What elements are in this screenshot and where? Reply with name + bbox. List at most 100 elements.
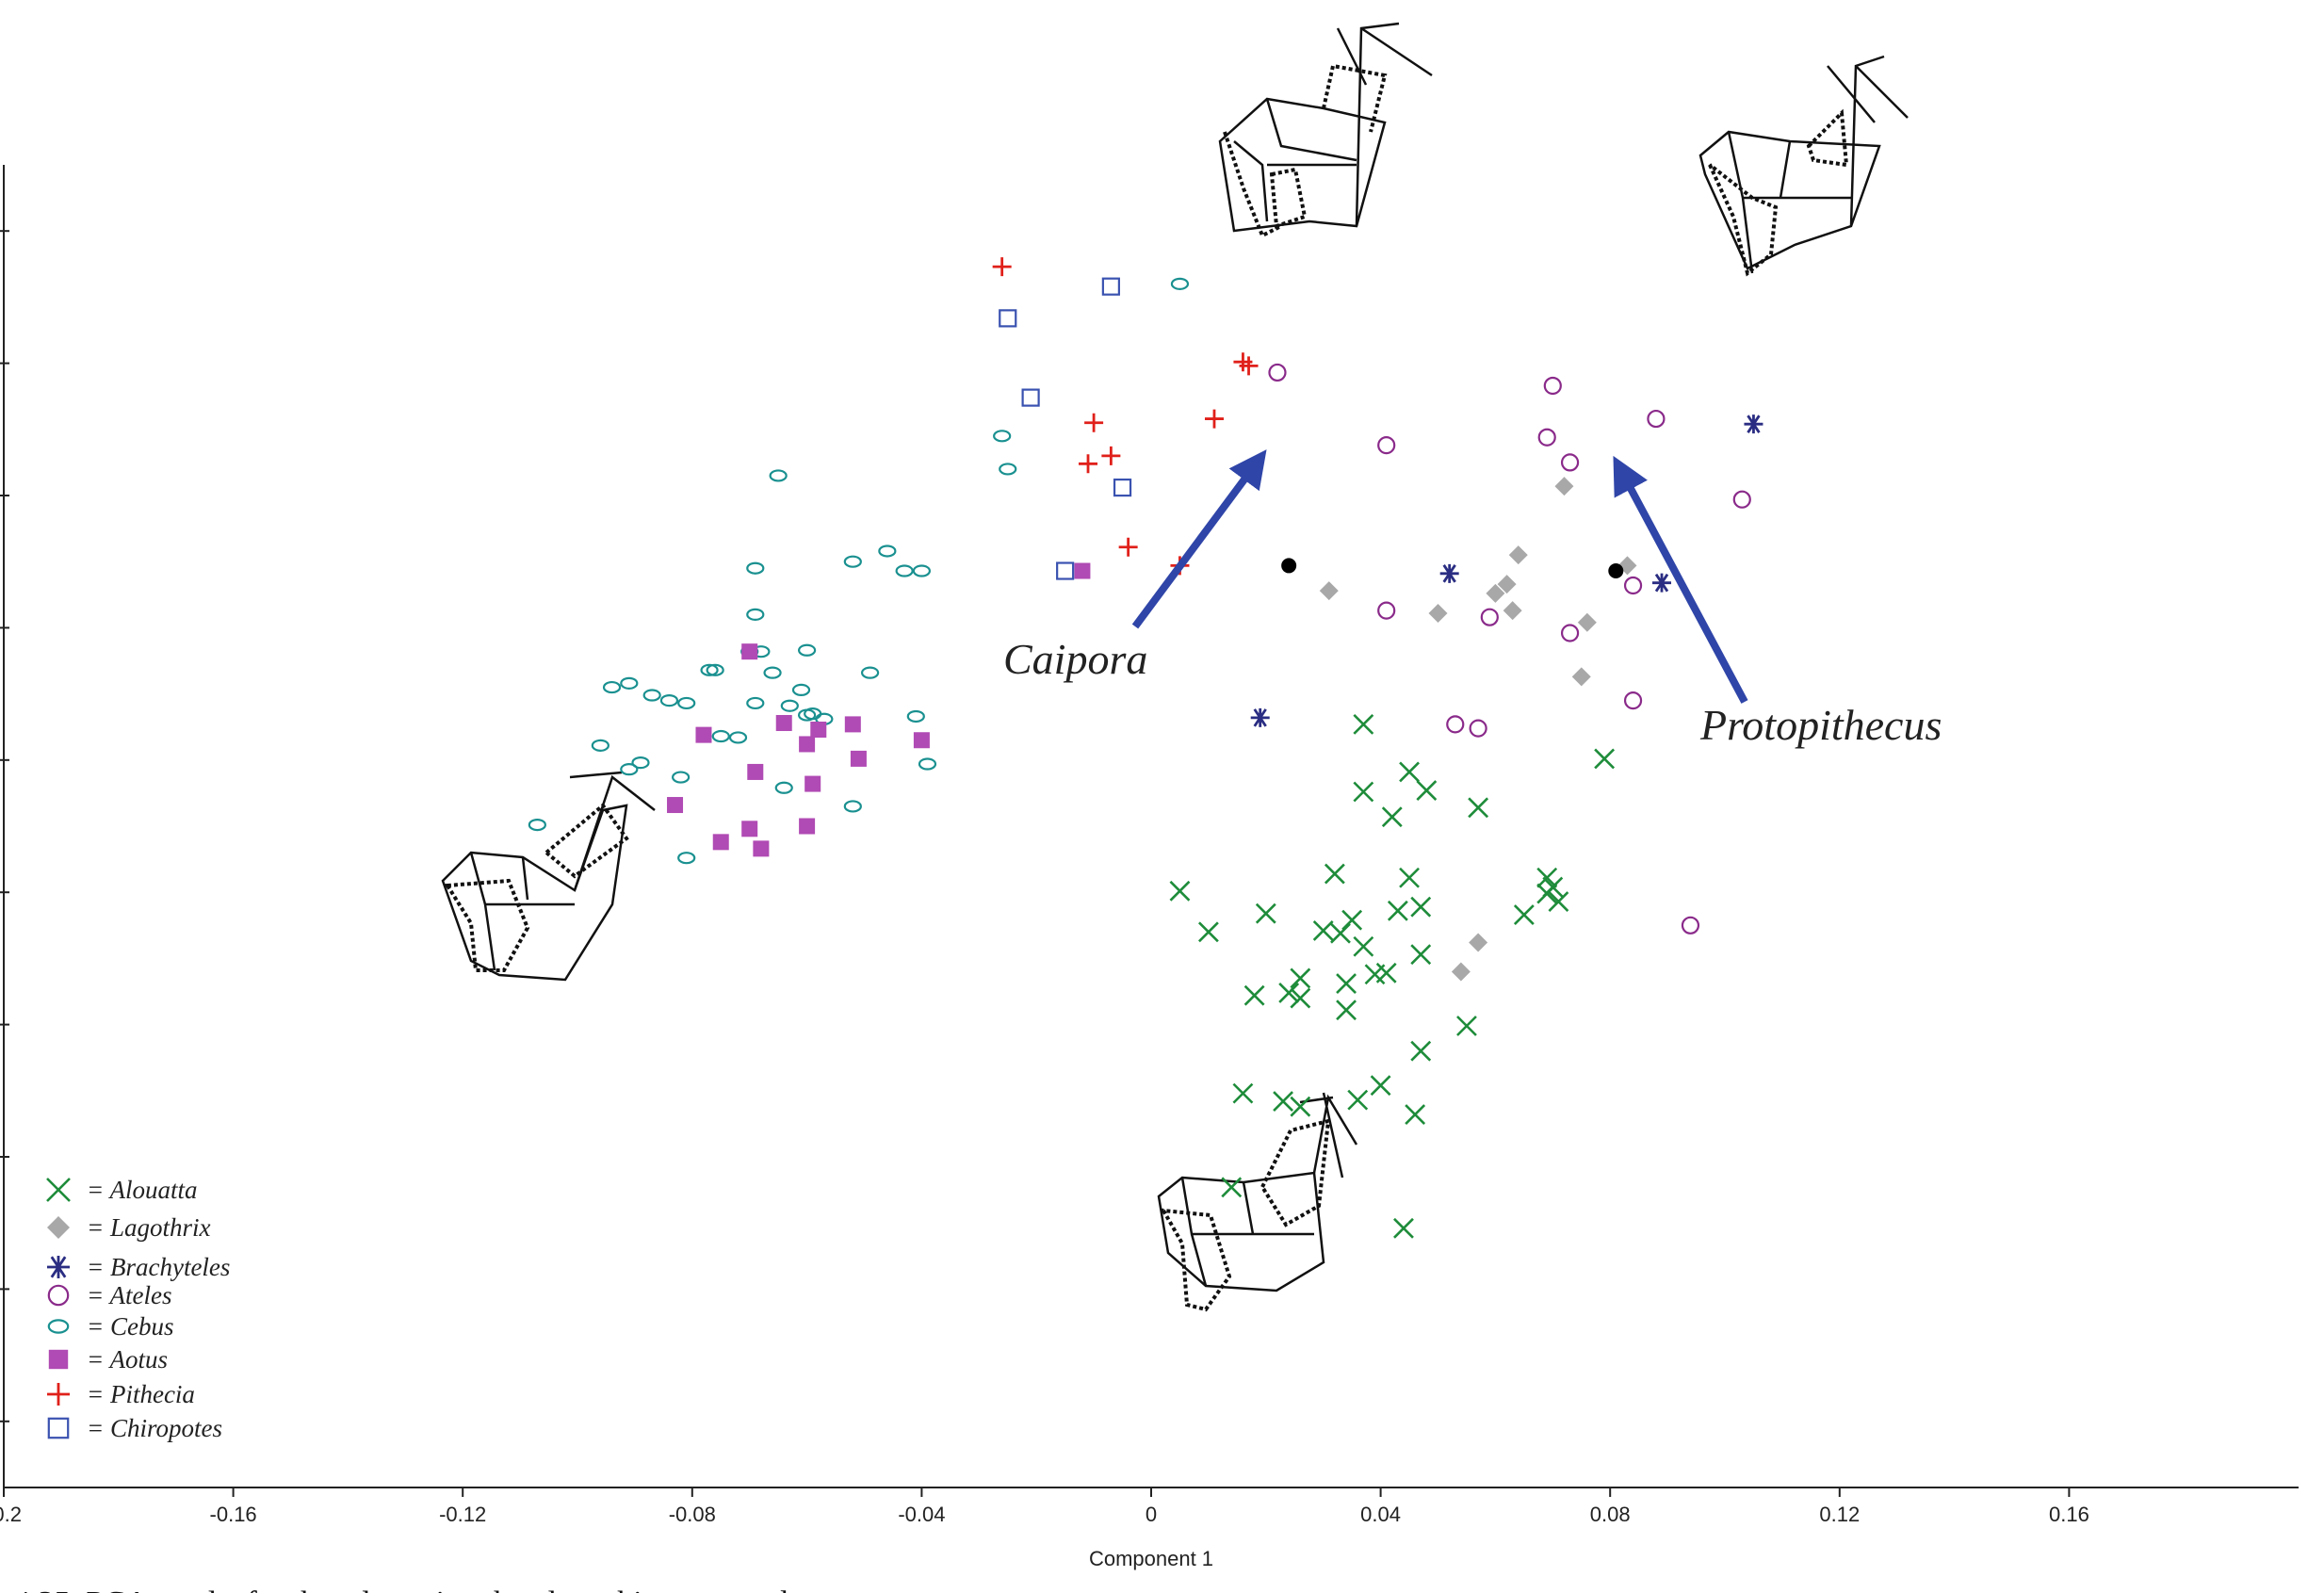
cebus-point xyxy=(706,663,724,676)
pithecia-point xyxy=(1079,454,1098,474)
figure-caption: 4.35. PCA results for the talus using th… xyxy=(14,1585,821,1593)
lagothrix-point xyxy=(1319,581,1339,601)
alouatta-point xyxy=(1243,984,1265,1006)
ateles-point xyxy=(1560,453,1580,472)
chiropotes-point xyxy=(1101,277,1120,296)
cebus-point xyxy=(999,463,1017,476)
cebus-point xyxy=(860,666,880,679)
series-chiropotes xyxy=(999,277,1132,580)
alouatta-point xyxy=(1273,1091,1293,1112)
cebus-point xyxy=(797,643,817,657)
ateles-point xyxy=(1560,624,1580,642)
alouatta-point xyxy=(1169,880,1191,902)
talus-drawing-left xyxy=(441,771,656,982)
alouatta-point xyxy=(1542,876,1564,898)
cebus-point xyxy=(591,739,609,752)
legend-marker xyxy=(47,1383,70,1406)
legend-marker xyxy=(47,1284,70,1307)
lagothrix-point xyxy=(1571,667,1591,687)
alouatta-point xyxy=(1456,1016,1477,1036)
alouatta-point xyxy=(1536,867,1558,888)
cebus-point xyxy=(878,545,897,558)
aotus-point xyxy=(810,722,827,739)
lagothrix-point xyxy=(1486,583,1505,603)
aotus-point xyxy=(741,643,758,660)
legend-item-cebus: = Cebus xyxy=(47,1312,173,1341)
legend-label: = Cebus xyxy=(87,1312,173,1341)
legend-label: = Chiropotes xyxy=(87,1414,222,1442)
aotus-point xyxy=(1074,562,1091,579)
ateles-point xyxy=(1623,576,1643,595)
x-tick-label: 0.08 xyxy=(1590,1503,1631,1526)
ateles-point xyxy=(1647,409,1666,429)
series-pithecia xyxy=(992,257,1259,576)
lagothrix-point xyxy=(1554,477,1574,496)
alouatta-point xyxy=(1197,921,1219,943)
cebus-point xyxy=(711,729,730,743)
cebus-point xyxy=(746,608,765,621)
aotus-point xyxy=(695,726,712,743)
alouatta-point xyxy=(1410,944,1432,966)
talus-drawing-bottom xyxy=(1157,1092,1358,1312)
aotus-point xyxy=(741,821,758,837)
cebus-point xyxy=(620,676,639,690)
cebus-point xyxy=(774,781,793,794)
legend: = Alouatta = Lagothrix = Brachyteles= Atel… xyxy=(46,1176,230,1442)
alouatta-point xyxy=(1468,797,1489,819)
ateles-point xyxy=(1480,608,1499,626)
aotus-point xyxy=(844,716,861,733)
chiropotes-point xyxy=(999,309,1017,328)
x-tick-label: 0.16 xyxy=(2049,1503,2089,1526)
alouatta-point xyxy=(1255,902,1276,924)
alouatta-point xyxy=(1405,1104,1426,1125)
ateles-point xyxy=(1543,376,1562,396)
legend-label: = Lagothrix xyxy=(87,1213,210,1242)
cebus-point xyxy=(918,757,937,771)
legend-label: = Pithecia xyxy=(87,1380,195,1408)
cebus-point xyxy=(631,756,650,770)
cebus-point xyxy=(642,689,661,702)
aotus-point xyxy=(850,750,867,767)
x-axis-label: Component 1 xyxy=(1089,1547,1213,1570)
x-tick-label: -0.2 xyxy=(0,1503,22,1526)
series-brachyteles xyxy=(1250,415,1763,727)
aotus-point xyxy=(804,775,821,792)
cebus-point xyxy=(677,696,696,710)
lagothrix-point xyxy=(1577,612,1597,632)
pithecia-point xyxy=(1084,413,1104,432)
x-tick-label: -0.16 xyxy=(210,1503,257,1526)
cebus-point xyxy=(659,694,679,707)
alouatta-point xyxy=(1513,904,1535,925)
legend-label: = Alouatta xyxy=(87,1176,197,1204)
series-aotus xyxy=(667,562,1091,857)
alouatta-point xyxy=(1312,919,1334,941)
chiropotes-point xyxy=(1113,478,1132,497)
pithecia-point xyxy=(992,257,1012,277)
alouatta-point xyxy=(1221,1177,1243,1198)
alouatta-point xyxy=(1341,909,1363,931)
caipora-arrow xyxy=(1131,449,1267,629)
cebus-point xyxy=(895,564,914,577)
legend-item-alouatta: = Alouatta xyxy=(46,1176,197,1204)
aotus-point xyxy=(799,736,816,753)
alouatta-point xyxy=(1410,1040,1432,1062)
legend-marker xyxy=(47,1417,70,1439)
lagothrix-point xyxy=(1469,933,1488,952)
legend-marker xyxy=(47,1319,70,1334)
aotus-point xyxy=(667,797,684,814)
ateles-point xyxy=(1623,691,1643,710)
alouatta-point xyxy=(1278,982,1300,1003)
chiropotes-point xyxy=(1056,561,1075,580)
series-lagothrix xyxy=(1319,477,1637,982)
protopithecus-arrow xyxy=(1613,455,1748,704)
specimen-markers xyxy=(1281,558,1624,579)
alouatta-point xyxy=(1330,922,1351,944)
lagothrix-point xyxy=(1497,575,1517,594)
alouatta-point xyxy=(1399,867,1420,888)
caipora-specimen-point xyxy=(1281,558,1297,574)
alouatta-point xyxy=(1393,1217,1414,1239)
lagothrix-point xyxy=(1508,545,1528,565)
cebus-point xyxy=(780,699,799,712)
legend-marker xyxy=(47,1256,70,1278)
